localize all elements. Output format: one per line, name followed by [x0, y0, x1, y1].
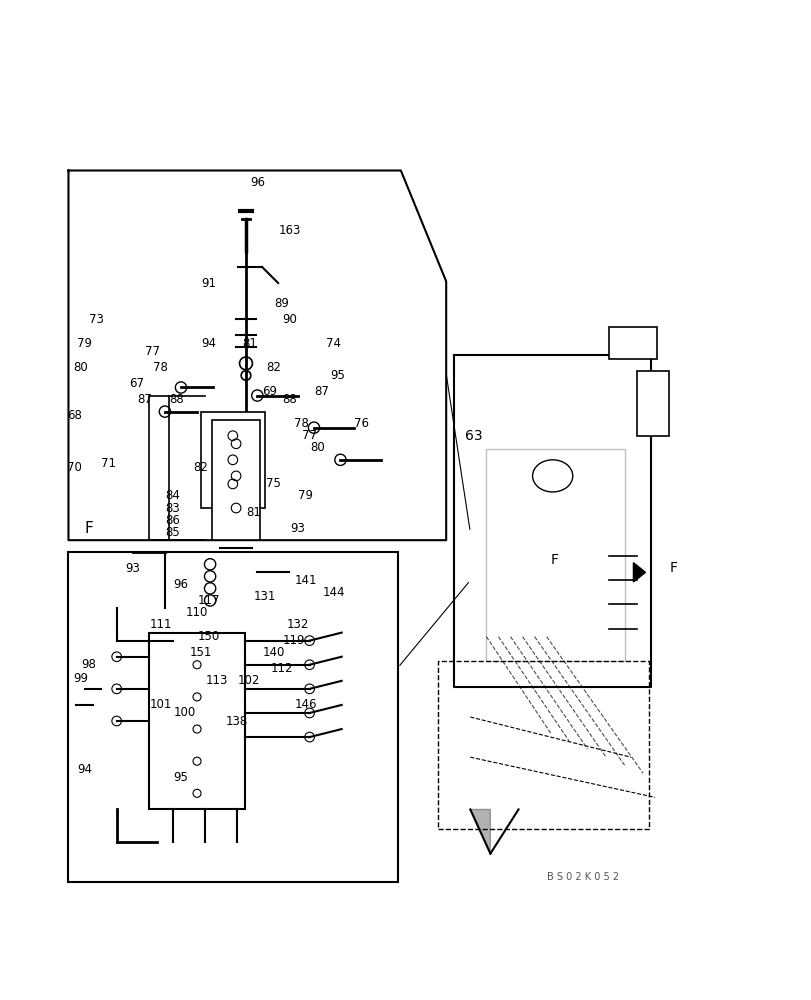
Bar — [200, 412, 264, 508]
Bar — [637, 371, 668, 436]
Text: 110: 110 — [186, 606, 208, 619]
Bar — [608, 327, 656, 359]
Text: 95: 95 — [174, 771, 188, 784]
Text: 82: 82 — [193, 461, 208, 474]
Bar — [148, 633, 245, 809]
Bar — [438, 661, 648, 829]
Text: 76: 76 — [354, 417, 369, 430]
Text: 79: 79 — [298, 489, 313, 502]
Text: B S 0 2 K 0 5 2: B S 0 2 K 0 5 2 — [546, 872, 618, 882]
Text: 151: 151 — [190, 646, 212, 659]
Text: 141: 141 — [294, 574, 316, 587]
Text: 93: 93 — [290, 522, 305, 535]
Text: 77: 77 — [145, 345, 160, 358]
Ellipse shape — [532, 460, 572, 492]
Text: 68: 68 — [67, 409, 82, 422]
Text: 81: 81 — [246, 506, 260, 519]
Text: 88: 88 — [169, 393, 184, 406]
Text: 117: 117 — [198, 594, 220, 607]
Text: 146: 146 — [294, 698, 316, 711]
Text: 82: 82 — [266, 361, 281, 374]
Text: 69: 69 — [262, 385, 277, 398]
Text: 83: 83 — [165, 502, 180, 515]
Polygon shape — [470, 809, 490, 854]
Text: 140: 140 — [262, 646, 284, 659]
Text: 144: 144 — [322, 586, 345, 599]
Text: 93: 93 — [125, 562, 140, 575]
Bar — [212, 420, 260, 540]
Text: 138: 138 — [225, 715, 248, 728]
Bar — [148, 396, 169, 540]
Text: 80: 80 — [310, 441, 324, 454]
Text: 113: 113 — [206, 674, 228, 687]
Text: 96: 96 — [174, 578, 188, 591]
Text: 86: 86 — [165, 514, 180, 527]
Text: 131: 131 — [254, 590, 277, 603]
Text: 150: 150 — [198, 630, 220, 643]
Text: 89: 89 — [273, 297, 289, 310]
Bar — [486, 449, 624, 661]
Text: 102: 102 — [238, 674, 260, 687]
Text: 119: 119 — [282, 634, 304, 647]
Text: F: F — [84, 521, 92, 536]
Text: 132: 132 — [286, 618, 308, 631]
Text: 94: 94 — [201, 337, 217, 350]
Text: 87: 87 — [137, 393, 152, 406]
Text: 74: 74 — [326, 337, 341, 350]
Text: 71: 71 — [101, 457, 116, 470]
Text: 100: 100 — [174, 706, 196, 719]
Text: 75: 75 — [266, 477, 281, 490]
Text: 88: 88 — [281, 393, 297, 406]
Text: 77: 77 — [302, 429, 316, 442]
Text: 81: 81 — [242, 337, 256, 350]
Text: 70: 70 — [67, 461, 82, 474]
Polygon shape — [633, 563, 645, 582]
Text: 78: 78 — [294, 417, 308, 430]
Text: F: F — [550, 553, 558, 567]
Text: 85: 85 — [165, 526, 180, 539]
Text: 63: 63 — [465, 429, 483, 443]
Text: 73: 73 — [89, 313, 104, 326]
Text: 91: 91 — [201, 277, 217, 290]
Text: 96: 96 — [250, 176, 264, 189]
Text: 87: 87 — [314, 385, 328, 398]
Text: F: F — [669, 561, 677, 575]
Text: 94: 94 — [77, 763, 92, 776]
Text: 79: 79 — [77, 337, 92, 350]
Text: 78: 78 — [153, 361, 168, 374]
Text: 99: 99 — [73, 672, 88, 685]
Text: 163: 163 — [278, 224, 300, 237]
Text: 111: 111 — [149, 618, 172, 631]
Bar — [68, 552, 397, 882]
Text: 80: 80 — [73, 361, 88, 374]
Text: 101: 101 — [149, 698, 172, 711]
Text: 95: 95 — [330, 369, 345, 382]
Text: 98: 98 — [81, 658, 96, 671]
Text: 90: 90 — [281, 313, 297, 326]
Text: 84: 84 — [165, 489, 180, 502]
Text: 112: 112 — [270, 662, 292, 675]
Text: 67: 67 — [129, 377, 144, 390]
